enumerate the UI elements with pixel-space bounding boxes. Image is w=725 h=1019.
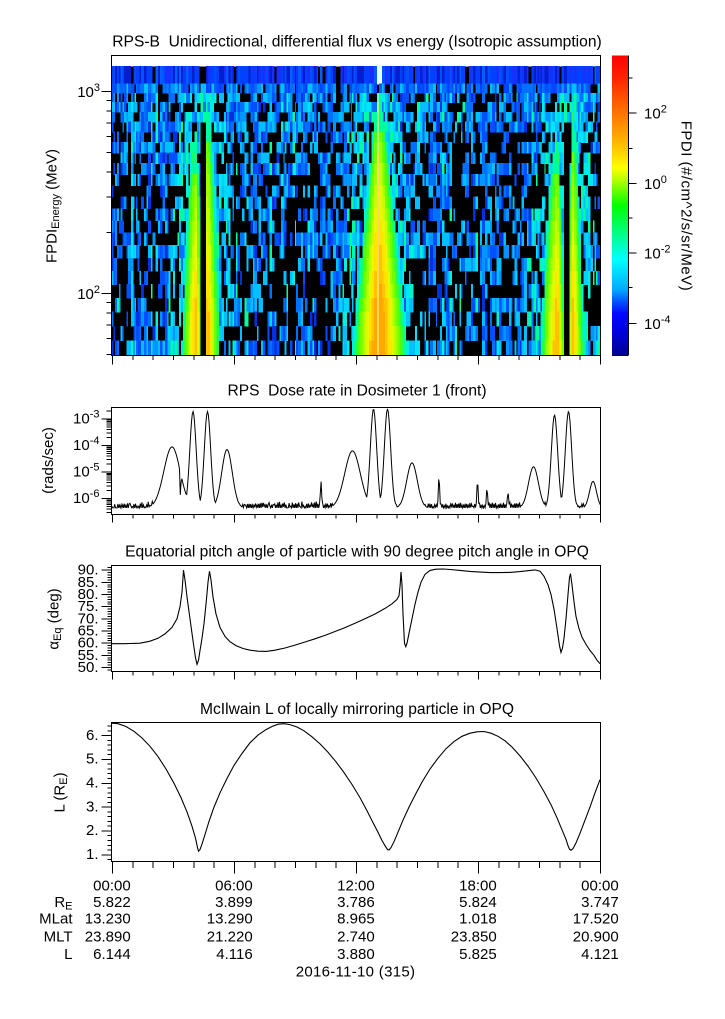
svg-text:2.: 2. — [86, 822, 99, 839]
svg-text:23.850: 23.850 — [451, 928, 497, 945]
svg-text:1.: 1. — [86, 846, 99, 863]
svg-text:21.220: 21.220 — [207, 928, 253, 945]
svg-text:MLT: MLT — [44, 928, 73, 945]
svg-text:17.520: 17.520 — [573, 910, 619, 927]
svg-text:06:00: 06:00 — [215, 877, 253, 894]
svg-text:RPS-B Unidirectional, differe: RPS-B Unidirectional, differential flux … — [112, 34, 601, 51]
svg-text:3.786: 3.786 — [337, 894, 375, 911]
svg-text:5.824: 5.824 — [459, 894, 497, 911]
svg-text:1.018: 1.018 — [459, 910, 497, 927]
svg-text:3.880: 3.880 — [337, 946, 375, 963]
svg-text:4.: 4. — [86, 775, 99, 792]
svg-text:(rads/sec): (rads/sec) — [40, 427, 57, 494]
svg-text:00:00: 00:00 — [93, 877, 131, 894]
svg-text:8.965: 8.965 — [337, 910, 375, 927]
svg-text:6.144: 6.144 — [93, 946, 131, 963]
svg-text:5.825: 5.825 — [459, 946, 497, 963]
svg-text:85.: 85. — [78, 574, 99, 591]
svg-text:50.: 50. — [78, 659, 99, 676]
svg-text:MLat: MLat — [39, 910, 73, 927]
svg-text:RPS Dose rate in Dosimeter 1: RPS Dose rate in Dosimeter 1 (front) — [227, 383, 486, 400]
svg-text:90.: 90. — [78, 562, 99, 579]
svg-text:McIlwain L of locally mirrorin: McIlwain L of locally mirroring particle… — [200, 701, 514, 718]
svg-text:60.: 60. — [78, 635, 99, 652]
svg-text:80.: 80. — [78, 586, 99, 603]
svg-text:FPDI (#/cm^2/s/sr/MeV): FPDI (#/cm^2/s/sr/MeV) — [678, 121, 695, 292]
svg-text:4.116: 4.116 — [216, 946, 252, 963]
svg-text:55.: 55. — [78, 647, 99, 664]
svg-text:3.: 3. — [86, 798, 99, 815]
svg-text:00:00: 00:00 — [581, 877, 619, 894]
svg-text:13.230: 13.230 — [85, 910, 131, 927]
svg-text:70.: 70. — [78, 610, 99, 627]
svg-text:23.890: 23.890 — [85, 928, 131, 945]
svg-text:2016-11-10 (315): 2016-11-10 (315) — [296, 964, 416, 981]
svg-text:65.: 65. — [78, 623, 99, 640]
svg-text:L: L — [64, 946, 72, 963]
svg-text:3.747: 3.747 — [581, 894, 619, 911]
svg-text:75.: 75. — [78, 598, 99, 615]
svg-text:6.: 6. — [86, 727, 99, 744]
svg-text:4.121: 4.121 — [581, 946, 619, 963]
svg-text:Equatorial pitch angle of part: Equatorial pitch angle of particle with … — [125, 544, 589, 561]
svg-text:2.740: 2.740 — [337, 928, 375, 945]
svg-text:20.900: 20.900 — [573, 928, 619, 945]
svg-text:18:00: 18:00 — [459, 877, 497, 894]
svg-text:12:00: 12:00 — [337, 877, 375, 894]
svg-text:5.: 5. — [86, 751, 99, 768]
svg-text:5.822: 5.822 — [93, 894, 131, 911]
svg-text:FPDIEnergy (MeV): FPDIEnergy (MeV) — [44, 149, 63, 263]
svg-text:3.899: 3.899 — [215, 894, 253, 911]
svg-text:13.290: 13.290 — [207, 910, 253, 927]
